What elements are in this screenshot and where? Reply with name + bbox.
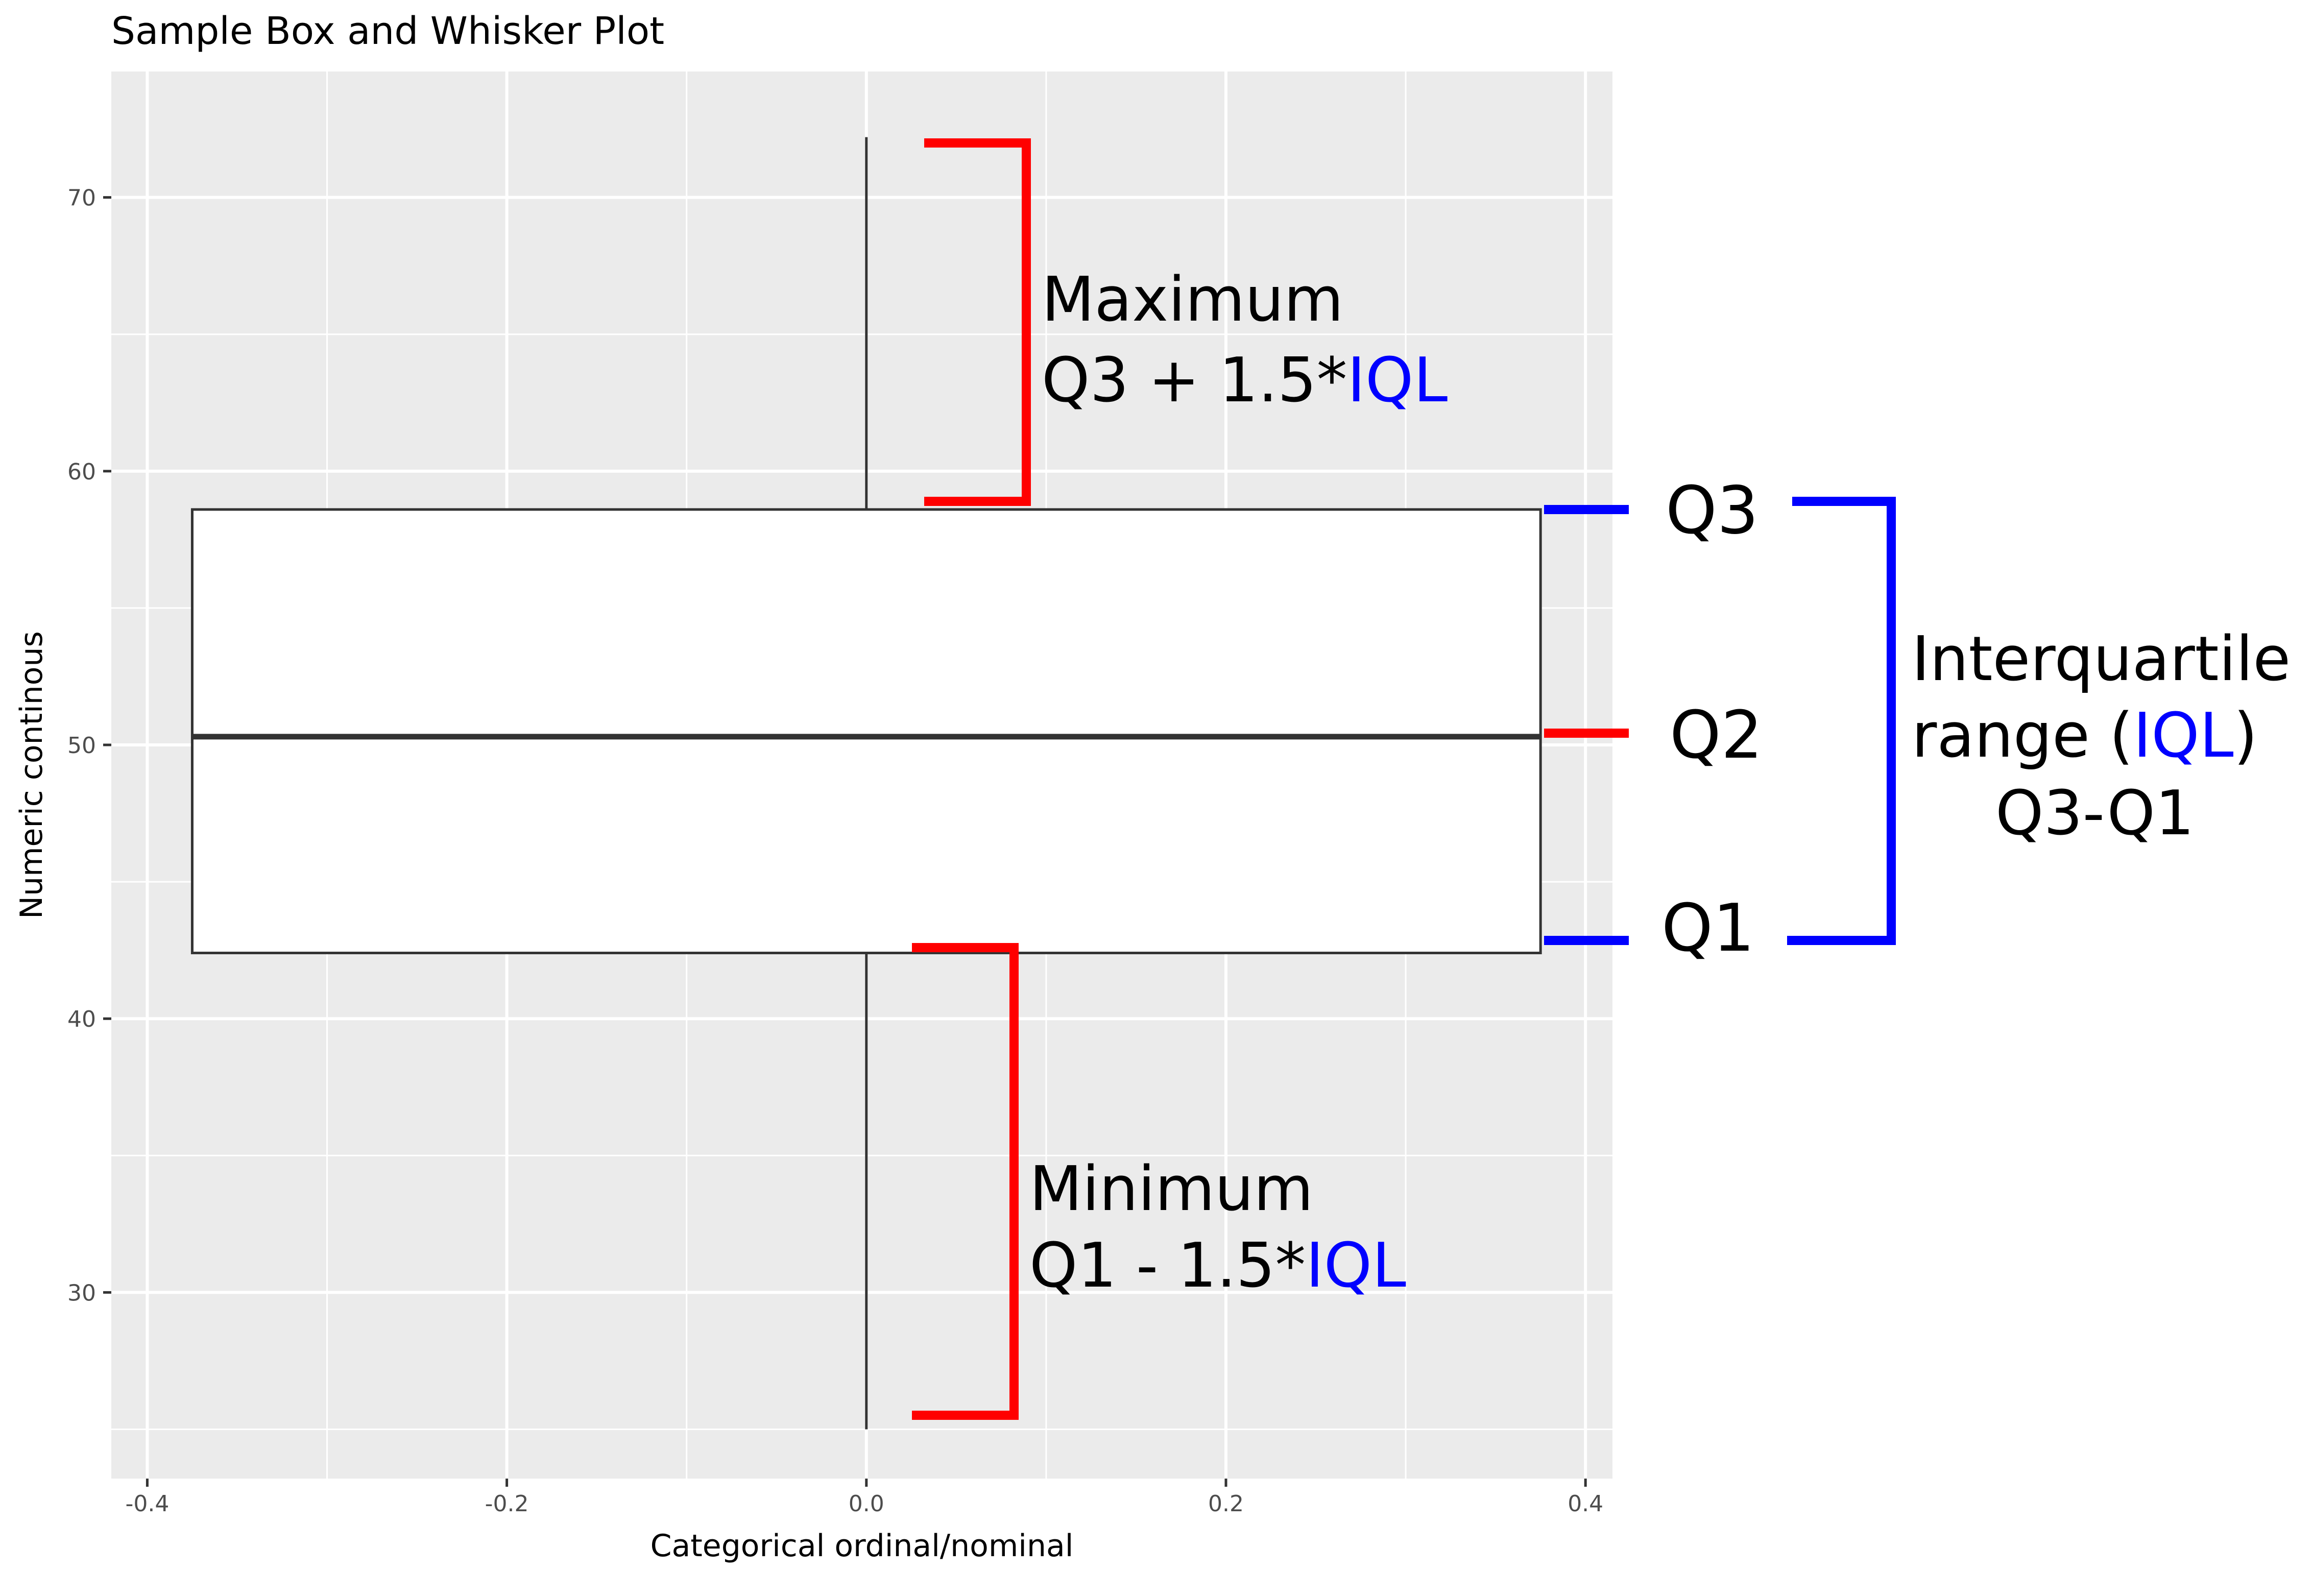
maximum-formula: Q3 + 1.5*IQL xyxy=(1042,345,1448,416)
minimum-bracket xyxy=(912,943,1019,1420)
q1-label: Q1 xyxy=(1661,890,1754,966)
q3-label: Q3 xyxy=(1666,473,1758,549)
x-tick-label: -0.2 xyxy=(485,1491,529,1517)
x-axis-title: Categorical ordinal/nominal xyxy=(650,1528,1074,1564)
y-tick-label: 40 xyxy=(67,1006,96,1032)
y-tick-label: 50 xyxy=(67,733,96,759)
y-axis-title: Numeric continous xyxy=(14,631,50,919)
minimum-label: Minimum xyxy=(1029,1154,1313,1225)
x-tick-label: 0.2 xyxy=(1208,1491,1244,1517)
q2-label: Q2 xyxy=(1670,697,1763,773)
y-tick-label: 60 xyxy=(67,459,96,485)
x-tick-label: 0.4 xyxy=(1568,1491,1603,1517)
y-tick-label: 70 xyxy=(67,185,96,211)
maximum-label: Maximum xyxy=(1042,264,1343,335)
chart-title: Sample Box and Whisker Plot xyxy=(111,9,664,53)
maximum-bracket-line xyxy=(924,138,1031,506)
iqr-bracket xyxy=(1787,497,1896,945)
maximum-bracket xyxy=(924,138,1031,506)
iqr-label-range: range ( xyxy=(1912,700,2133,771)
minimum-formula: Q1 - 1.5*IQL xyxy=(1029,1230,1406,1301)
iqr-label-line2: range (IQL) xyxy=(1912,700,2257,771)
iqr-label-line1: Interquartile xyxy=(1912,624,2291,695)
y-axis: 30 40 50 60 70 xyxy=(67,185,111,1306)
iqr-label-close: ) xyxy=(2234,700,2258,771)
maximum-formula-iql: IQL xyxy=(1347,345,1448,416)
minimum-formula-text: Q1 - 1.5* xyxy=(1029,1230,1306,1301)
minimum-bracket-line xyxy=(912,943,1019,1420)
x-tick-label: -0.4 xyxy=(125,1491,169,1517)
iqr-bracket-line xyxy=(1787,497,1896,945)
iqr-label-iql: IQL xyxy=(2133,700,2234,771)
y-tick-label: 30 xyxy=(67,1280,96,1306)
boxplot xyxy=(190,137,1542,1430)
iqr-label-line3: Q3-Q1 xyxy=(1995,778,2194,849)
iqr-box xyxy=(190,508,1542,955)
x-axis: -0.4 -0.2 0.0 0.2 0.4 xyxy=(125,1479,1603,1517)
maximum-formula-text: Q3 + 1.5* xyxy=(1042,345,1347,416)
minimum-formula-iql: IQL xyxy=(1306,1230,1406,1301)
x-tick-label: 0.0 xyxy=(849,1491,884,1517)
